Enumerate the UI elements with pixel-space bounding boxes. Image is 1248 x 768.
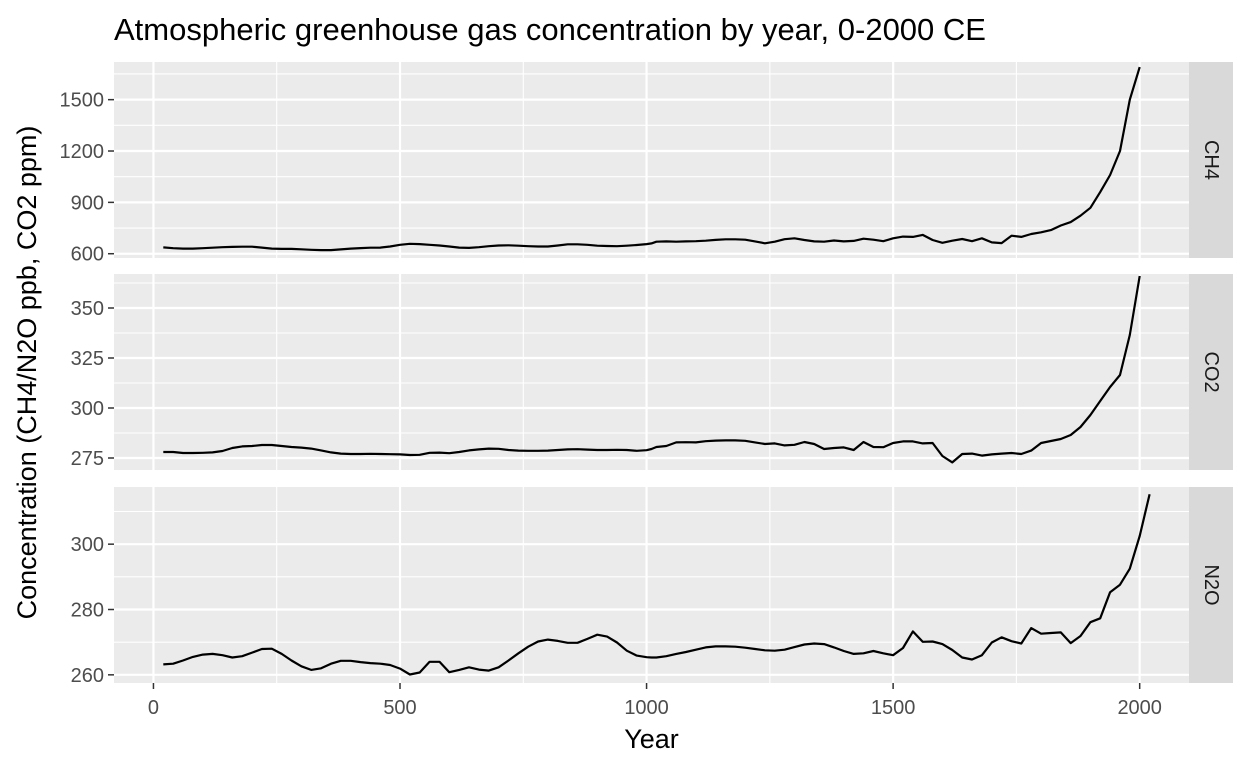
y-tick-label-co2: 350 [71,298,104,320]
facet-strip-co2 [1189,274,1233,470]
y-tick-label-co2: 275 [71,448,104,470]
y-tick-label-co2: 325 [71,348,104,370]
y-tick-label-ch4: 1500 [60,90,105,112]
series-line-ch4 [163,66,1141,252]
y-tick-label-ch4: 1200 [60,141,105,163]
facet-ch4: 600 900 1200 1500 CH4 [60,62,1233,266]
facet-strip-label-n2o: N2O [1200,564,1222,605]
facet-strip-label-ch4: CH4 [1200,140,1222,180]
facet-strip-n2o [1189,487,1233,683]
panel-background-n2o [114,487,1189,683]
facet-panels: 600 900 1200 1500 CH4 275 300 325 350 CO2 260 280 30… [60,62,1233,719]
y-tick-label-ch4: 900 [71,192,104,214]
facet-strip-label-co2: CO2 [1200,351,1222,392]
facet-strip-ch4 [1189,62,1233,258]
y-tick-label-n2o: 280 [71,600,104,622]
series-line-n2o [163,493,1151,676]
facet-co2: 275 300 325 350 CO2 [71,274,1233,470]
x-tick-label: 1000 [624,697,669,719]
y-tick-label-n2o: 300 [71,534,104,556]
x-tick-label: 500 [383,697,416,719]
series-line-co2 [163,275,1141,464]
x-axis-title: Year [624,724,679,754]
y-tick-label-co2: 300 [71,398,104,420]
y-tick-label-n2o: 260 [71,665,104,687]
x-tick-label: 0 [148,697,159,719]
panel-background-ch4 [114,62,1189,258]
panel-background-co2 [114,274,1189,470]
x-tick-label: 1500 [871,697,916,719]
y-tick-label-ch4: 600 [71,244,104,266]
chart-title: Atmospheric greenhouse gas concentration… [114,12,986,47]
y-axis-title: Concentration (CH4/N2O ppb, CO2 ppm) [12,126,42,620]
x-tick-label: 2000 [1117,697,1162,719]
facet-n2o: 260 280 300 N2O [71,487,1233,687]
